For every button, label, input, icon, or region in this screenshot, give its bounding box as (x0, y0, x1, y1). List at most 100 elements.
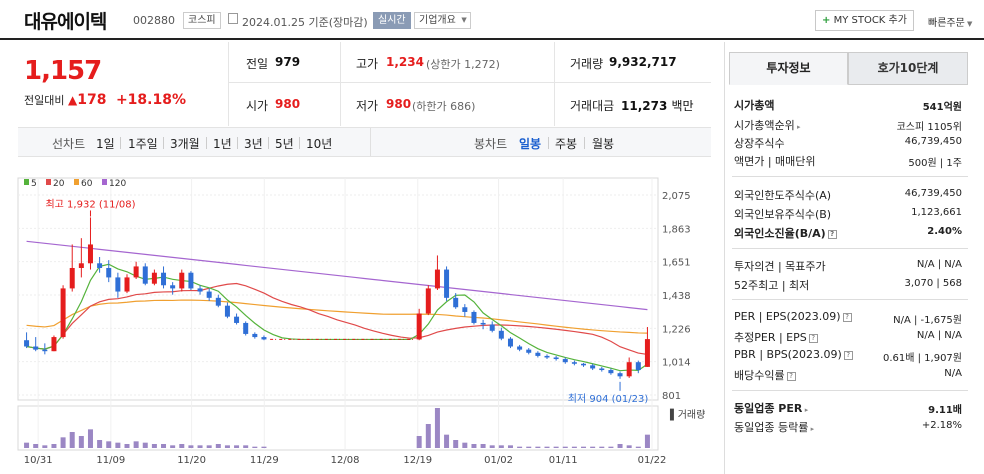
volume-bar (581, 446, 587, 448)
week52-value: 3,070 | 568 (904, 278, 962, 289)
dividend-text: 배당수익률 (734, 369, 785, 382)
volume-label: 거래량 (570, 57, 604, 71)
candle-body (462, 307, 468, 312)
candle-body (617, 373, 623, 377)
quick-order-link[interactable]: 빠른주문 ▼ (928, 14, 972, 29)
volume-bar (97, 440, 103, 448)
volume-bar (106, 441, 112, 448)
candle-body (24, 340, 30, 347)
divider (732, 248, 968, 249)
period-3m[interactable]: 3개월 (170, 137, 200, 151)
help-icon[interactable]: ? (842, 312, 852, 322)
low-annotation: 최저 904 (01/23) (568, 393, 649, 405)
period-1y[interactable]: 1년 (213, 137, 232, 151)
volume-bar (626, 445, 632, 448)
high-annotation: 최고 1,932 (11/08) (45, 198, 135, 210)
y-tick-label: 2,075 (662, 191, 691, 202)
stock-code: 002880 (133, 14, 175, 27)
dividend-value: N/A (944, 368, 962, 379)
pbr-bps-label: PBR | BPS(2023.09)? (734, 348, 853, 361)
candle-body (425, 288, 431, 314)
candle-body (635, 362, 641, 371)
volume-bar (33, 444, 39, 448)
candle-body (480, 322, 486, 325)
volume-bar (553, 446, 559, 448)
prev-close-label: 전일 (246, 57, 269, 71)
candle-body (51, 337, 57, 352)
chart-toolbar: 선차트 1일 1주일 3개월 1년 3년 5년 10년 봉차트 일봉 주봉 월봉 (18, 127, 711, 157)
amount-value: 11,273 백만 (621, 97, 694, 114)
candle-body (243, 322, 249, 334)
realtime-button[interactable]: 실시간 (373, 12, 411, 29)
company-info-button[interactable]: 기업개요 ▼ (414, 12, 471, 29)
upper-limit: (상한가 1,272) (426, 58, 500, 71)
opinion-value: N/A | N/A (916, 259, 962, 270)
period-1d[interactable]: 1일 (96, 137, 115, 151)
legend-swatch (102, 179, 107, 185)
est-per-text: 추정PER | EPS (734, 331, 807, 344)
candle-body (608, 370, 614, 374)
help-icon[interactable]: ? (808, 333, 818, 343)
volume-bar (444, 434, 450, 448)
candle-body (161, 272, 167, 286)
volume-bar (60, 437, 66, 448)
foreign-hold-value: 1,123,661 (911, 207, 962, 218)
volume-bar (170, 445, 176, 448)
est-per-value: N/A | N/A (916, 330, 962, 341)
period-monthly[interactable]: 월봉 (592, 137, 615, 151)
help-icon[interactable]: ? (786, 371, 796, 381)
period-5y[interactable]: 5년 (275, 137, 294, 151)
divider (340, 42, 341, 126)
mystock-add-button[interactable]: + MY STOCK 추가 (815, 10, 914, 31)
dropdown-icon: ▼ (964, 20, 973, 28)
volume-bar (243, 445, 249, 448)
period-10y[interactable]: 10년 (306, 137, 333, 151)
volume-bar (151, 444, 157, 448)
period-3y[interactable]: 3년 (244, 137, 263, 151)
candle-body (581, 363, 587, 366)
volume-bar (462, 442, 468, 448)
par-value-value: 500원 | 1주 (908, 158, 962, 169)
amount-label: 거래대금 (570, 99, 615, 113)
market-cap-label: 시가총액 (734, 99, 775, 112)
volume-bar (590, 446, 596, 448)
line-chart-label: 선차트 (52, 137, 86, 151)
legend-swatch (24, 179, 29, 185)
volume-label: ▌거래량 (669, 408, 705, 421)
divider (548, 137, 549, 149)
period-daily[interactable]: 일봉 (519, 137, 542, 151)
volume-bar (571, 446, 577, 448)
candle-body (498, 330, 504, 339)
candle-body (626, 362, 632, 377)
candle-body (507, 338, 513, 347)
candle-body (69, 267, 75, 289)
candle-body (234, 316, 240, 323)
period-1w[interactable]: 1주일 (128, 137, 158, 151)
volume-bar (179, 444, 185, 448)
volume-bar (434, 408, 440, 448)
price-change: 전일대비 ▲178 +18.18% (24, 92, 186, 108)
help-icon[interactable]: ? (843, 350, 853, 360)
foreign-hold-label: 외국인보유주식수(B) (734, 208, 832, 221)
plus-icon: + (822, 15, 831, 26)
volume-bar (188, 445, 194, 448)
candle-body (544, 355, 550, 358)
foreign-limit-value: 46,739,450 (904, 188, 962, 199)
divider (206, 137, 207, 149)
low-value: 980 (386, 97, 412, 111)
candle-body (215, 297, 221, 306)
per-eps-text: PER | EPS(2023.09) (734, 310, 841, 323)
candle-body (97, 263, 103, 268)
tab-invest-info[interactable]: 투자정보 (729, 52, 848, 85)
period-weekly[interactable]: 주봉 (555, 137, 578, 151)
divider (554, 42, 555, 126)
industry-rate-text: 동일업종 등락률 (734, 421, 809, 434)
legend-label: 20 (53, 179, 65, 189)
tab-orderbook[interactable]: 호가10단계 (848, 52, 968, 85)
volume-value: 9,932,717 (609, 55, 677, 69)
candle-body (489, 324, 495, 331)
volume-bar (161, 444, 167, 448)
help-icon[interactable]: ? (827, 229, 837, 239)
divider (268, 137, 269, 149)
volume-bar (261, 446, 267, 448)
